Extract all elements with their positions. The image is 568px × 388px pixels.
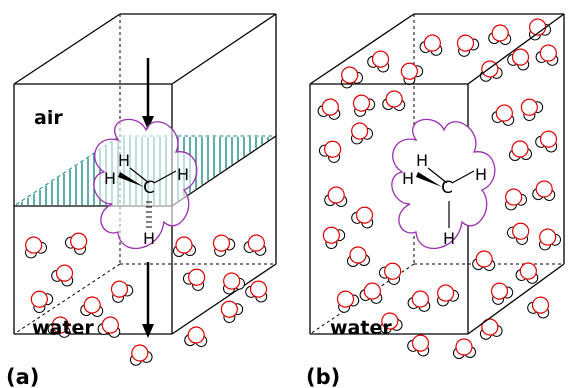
water-molecule (487, 22, 514, 47)
water-molecule (346, 246, 371, 268)
hydrogen-atom-left: H (104, 169, 116, 188)
methane-cavity-b (391, 118, 496, 250)
box-a-hidden-edges (13, 14, 276, 335)
water-molecule (533, 41, 563, 69)
carbon-atom: C (143, 178, 155, 198)
water-molecule (477, 316, 504, 341)
water-molecule (515, 93, 547, 124)
hydrogen-atom-bottom: H (443, 229, 455, 248)
water-molecule (525, 292, 556, 322)
methane-a: C H H H H (104, 151, 189, 248)
water-molecule (180, 263, 212, 295)
hydrogen-atom-top: H (118, 151, 130, 170)
water-molecule (405, 330, 436, 360)
water-molecule (508, 140, 533, 162)
hydrogen-atom-left: H (402, 169, 414, 188)
panel-b: C H H H H water (b) (306, 13, 565, 388)
water-molecule (534, 225, 563, 253)
panel-b-label: (b) (306, 365, 340, 388)
water-molecule (381, 88, 408, 113)
water-molecule (405, 287, 435, 315)
water-molecule (451, 29, 482, 59)
water-molecule (504, 217, 536, 249)
panel-a: C H H H H air water (a) (6, 13, 278, 388)
water-label-b: water (330, 317, 392, 339)
water-molecule (336, 63, 365, 91)
water-molecule (417, 31, 447, 59)
panel-a-label: (a) (6, 365, 39, 388)
arrow-down-bottom (142, 262, 154, 338)
water-molecule (95, 313, 125, 341)
water-molecule (489, 101, 519, 129)
water-molecule (524, 15, 553, 43)
water-label-a: water (32, 317, 94, 339)
water-molecule (317, 221, 349, 252)
water-molecule (357, 279, 387, 307)
water-molecule (183, 324, 210, 349)
water-molecule (531, 178, 558, 203)
water-molecule (207, 229, 238, 259)
hydrogen-atom-right: H (475, 165, 487, 184)
water-molecule (395, 57, 427, 88)
water-molecule (241, 231, 271, 259)
water-molecule (105, 275, 136, 305)
water-molecule (331, 285, 362, 315)
methane-b: C H H H H (402, 151, 487, 248)
water-molecule (533, 126, 564, 156)
water-molecule (20, 233, 49, 261)
water-molecule (500, 185, 529, 213)
arrow-down-top (142, 58, 154, 130)
water-molecule (365, 46, 396, 76)
water-molecule (346, 119, 375, 147)
water-molecule (215, 295, 247, 326)
water-molecule (349, 202, 380, 232)
water-molecule (79, 294, 106, 319)
water-molecule (432, 281, 461, 309)
water-molecule (477, 58, 504, 83)
water-molecule (323, 184, 350, 209)
water-molecule (172, 236, 197, 258)
hydrogen-atom-bottom: H (143, 229, 155, 248)
water-molecule (376, 257, 408, 289)
water-molecule (316, 135, 348, 167)
air-label: air (34, 107, 63, 129)
methane-cavity-a (93, 118, 198, 250)
box-a-edges (13, 13, 277, 335)
hydrogen-atom-top: H (416, 151, 428, 170)
water-molecule (505, 44, 536, 74)
water-molecule (315, 95, 345, 123)
water-molecule (25, 285, 57, 316)
water-molecule (62, 227, 94, 259)
water-molecule (49, 260, 80, 290)
water-molecule (243, 276, 274, 306)
water-molecule (127, 342, 154, 367)
carbon-atom: C (441, 178, 453, 198)
water-molecule (452, 338, 477, 360)
hydrogen-atom-right: H (177, 165, 189, 184)
water-molecule (218, 269, 247, 297)
water-molecule (471, 248, 498, 273)
water-molecule (347, 89, 378, 119)
